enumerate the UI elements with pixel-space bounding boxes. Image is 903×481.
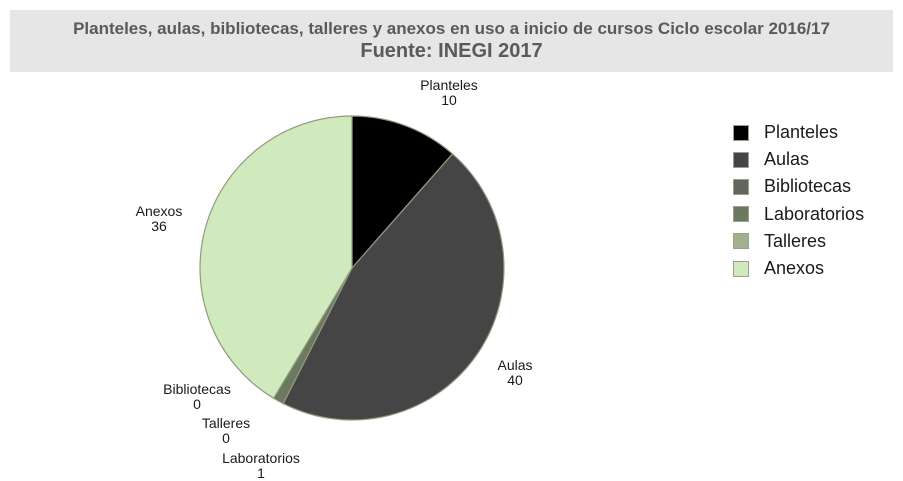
legend-swatch bbox=[733, 178, 749, 195]
legend-item-anexos: Anexos bbox=[733, 255, 864, 282]
slice-label-talleres: Talleres 0 bbox=[202, 415, 250, 446]
legend-swatch bbox=[733, 260, 749, 277]
chart-title: Planteles, aulas, bibliotecas, talleres … bbox=[73, 19, 830, 38]
slice-label-laboratorios: Laboratorios 1 bbox=[222, 450, 300, 481]
legend-label: Planteles bbox=[764, 122, 839, 143]
legend-label: Laboratorios bbox=[764, 203, 865, 224]
legend-swatch bbox=[733, 151, 749, 168]
slice-label-bibliotecas: Bibliotecas 0 bbox=[163, 381, 231, 412]
pie-slice-anexos bbox=[199, 115, 353, 400]
legend-item-aulas: Aulas bbox=[733, 146, 864, 173]
chart-legend: Planteles Aulas Bibliotecas Laboratorios Tal… bbox=[733, 119, 864, 282]
legend-item-talleres: Talleres bbox=[733, 228, 864, 255]
legend-label: Aulas bbox=[764, 149, 810, 170]
legend-label: Anexos bbox=[764, 258, 825, 279]
pie-slice-aulas bbox=[282, 153, 505, 421]
slice-label-aulas: Aulas 40 bbox=[497, 357, 532, 388]
legend-swatch bbox=[733, 233, 749, 250]
legend-swatch bbox=[733, 124, 749, 141]
slice-label-planteles: Planteles 10 bbox=[420, 77, 478, 108]
legend-item-planteles: Planteles bbox=[733, 119, 864, 146]
legend-item-bibliotecas: Bibliotecas bbox=[733, 173, 864, 200]
legend-label: Bibliotecas bbox=[764, 176, 852, 197]
chart-subtitle: Fuente: INEGI 2017 bbox=[360, 40, 543, 62]
pie-slice-planteles bbox=[351, 115, 454, 270]
legend-item-laboratorios: Laboratorios bbox=[733, 201, 864, 228]
legend-label: Talleres bbox=[764, 230, 827, 251]
legend-swatch bbox=[733, 206, 749, 223]
slice-label-anexos: Anexos 36 bbox=[136, 203, 183, 234]
chart-header: Planteles, aulas, bibliotecas, talleres … bbox=[10, 10, 893, 72]
